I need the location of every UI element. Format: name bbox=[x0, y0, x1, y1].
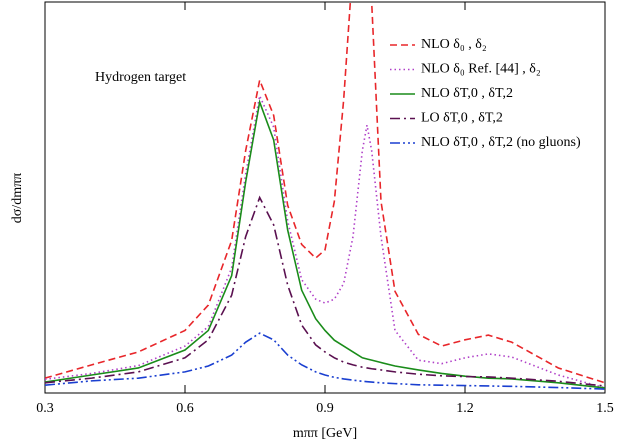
x-axis-label: mππ [GeV] bbox=[293, 426, 357, 441]
x-tick-label: 0.9 bbox=[316, 401, 334, 416]
legend-label: NLO δT,0 , δT,2 (no gluons) bbox=[421, 135, 581, 150]
x-tick-label: 0.6 bbox=[176, 401, 194, 416]
plot-area bbox=[45, 2, 605, 390]
legend-label: NLO δ₀ , δ₂ bbox=[421, 37, 487, 52]
series-line bbox=[45, 99, 605, 389]
x-tick-label: 1.5 bbox=[596, 401, 614, 416]
legend-label: NLO δT,0 , δT,2 bbox=[421, 86, 513, 101]
legend-label: LO δT,0 , δT,2 bbox=[421, 111, 503, 126]
series-line bbox=[45, 2, 605, 384]
annotation: Hydrogen target bbox=[95, 70, 186, 85]
y-axis-label: dσ/dmππ bbox=[10, 173, 25, 223]
x-tick-label: 0.3 bbox=[36, 401, 54, 416]
plot-frame bbox=[44, 1, 606, 394]
legend-label: NLO δ₀ Ref. [44] , δ₂ bbox=[421, 62, 541, 77]
series-line bbox=[45, 195, 605, 387]
x-tick-label: 1.2 bbox=[456, 401, 474, 416]
